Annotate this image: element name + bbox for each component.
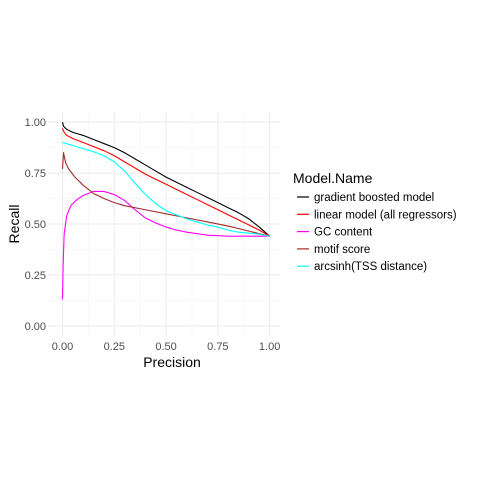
grid	[48, 112, 280, 336]
series-lines	[61, 122, 271, 300]
legend-label-3: motif score	[314, 244, 370, 256]
series-line-3	[61, 152, 270, 237]
legend-label-0: gradient boosted model	[314, 192, 434, 204]
y-tick-label: 0.25	[25, 270, 46, 282]
x-tick-label: 0.25	[104, 341, 125, 353]
y-tick-label: 0.00	[25, 321, 46, 333]
series-line-1	[61, 128, 270, 237]
x-tick-label: 0.75	[207, 341, 228, 353]
y-axis-title: Recall	[6, 205, 22, 244]
x-tick-label: 0.00	[52, 341, 73, 353]
y-tick-label: 0.75	[25, 168, 46, 180]
legend: Model.Name gradient boosted model linear …	[293, 170, 457, 273]
y-tick-label: 0.50	[25, 219, 46, 231]
series-line-4	[62, 142, 270, 237]
legend-label-1: linear model (all regressors)	[314, 209, 457, 221]
legend-title: Model.Name	[293, 170, 373, 186]
series-line-0	[61, 122, 271, 237]
tick-labels: 0.00 0.25 0.50 0.75 1.00 0.00 0.25 0.50 0.75 1.00	[25, 117, 281, 353]
x-tick-label: 0.50	[155, 341, 176, 353]
x-tick-label: 1.00	[259, 341, 280, 353]
legend-label-2: GC content	[314, 227, 373, 239]
legend-items: gradient boosted model linear model (all …	[297, 192, 457, 273]
y-tick-label: 1.00	[25, 117, 46, 129]
series-line-2	[61, 190, 270, 300]
x-axis-title: Precision	[143, 354, 201, 370]
legend-label-4: arcsinh(TSS distance)	[314, 261, 427, 273]
